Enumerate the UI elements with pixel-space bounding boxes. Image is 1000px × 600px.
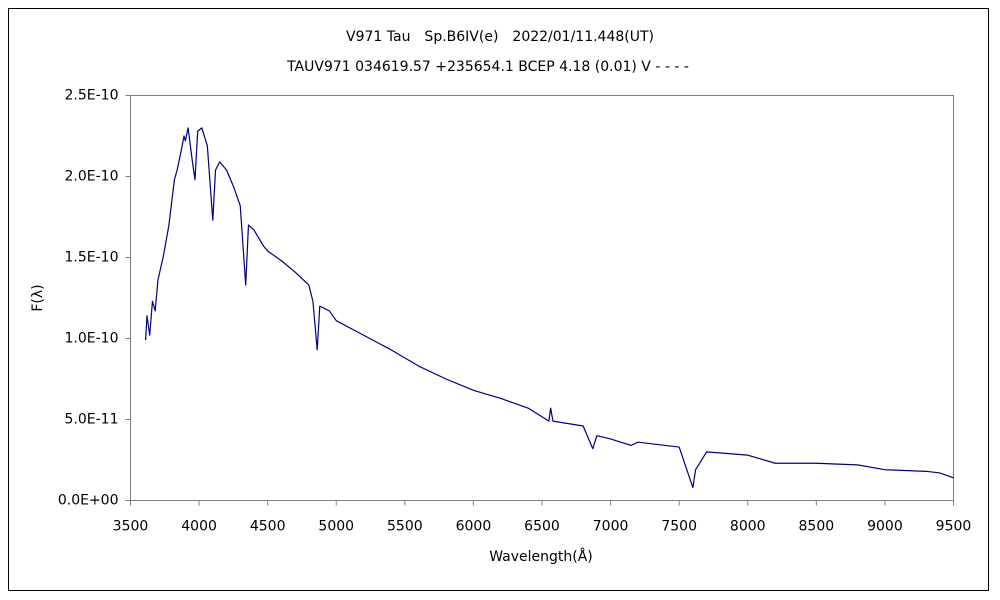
y-tick-label: 2.5E-10 [65, 88, 119, 104]
spectrum-line [144, 127, 954, 489]
x-tick-label: 8500 [799, 519, 835, 535]
x-tick-label: 7000 [593, 519, 629, 535]
chart-subtitle: TAUV971 034619.57 +235654.1 BCEP 4.18 (0… [286, 59, 689, 75]
x-tick-label: 4000 [181, 519, 217, 535]
y-tick-label: 2.0E-10 [65, 169, 119, 185]
x-tick-label: 9500 [936, 519, 972, 535]
x-tick-label: 7500 [661, 519, 697, 535]
x-tick-label: 4500 [250, 519, 286, 535]
x-tick-label: 9000 [867, 519, 903, 535]
x-tick-label: 5000 [318, 519, 354, 535]
y-tick-label: 5.0E-11 [65, 412, 119, 428]
y-axis-label: F(λ) [30, 284, 46, 311]
x-tick-label: 6000 [456, 519, 492, 535]
x-axis-label: Wavelength(Å) [489, 548, 593, 565]
x-tick-label: 3500 [113, 519, 149, 535]
y-tick-label: 0.0E+00 [58, 493, 119, 509]
y-tick-label: 1.0E-10 [65, 331, 119, 347]
chart-title: V971 Tau Sp.B6IV(e) 2022/01/11.448(UT) [346, 29, 654, 45]
x-tick-label: 6500 [524, 519, 560, 535]
chart-frame [8, 8, 989, 591]
y-tick-label: 1.5E-10 [65, 250, 119, 266]
x-tick-label: 8000 [730, 519, 766, 535]
x-tick-label: 5500 [387, 519, 423, 535]
